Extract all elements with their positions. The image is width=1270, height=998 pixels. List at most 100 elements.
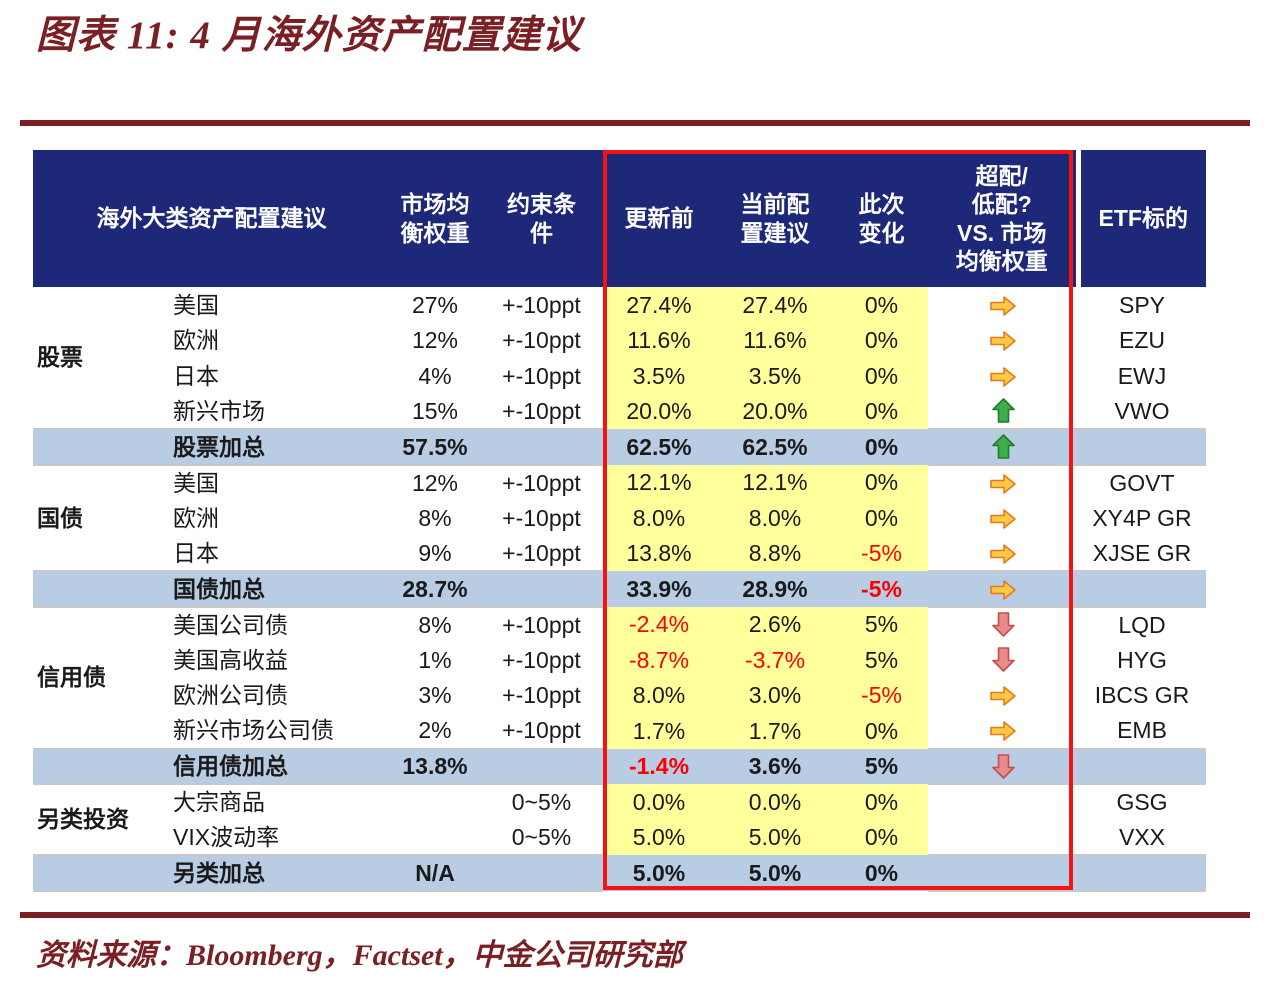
market-weight-cell: 9% [418, 539, 452, 566]
arrow-cell [928, 713, 1078, 749]
change-cell: -5% [835, 571, 928, 607]
source-line: 资料来源：Bloomberg，Factset，中金公司研究部 [36, 939, 683, 972]
constraint-cell: +-10ppt [502, 397, 581, 424]
constraint-cell: +-10ppt [502, 539, 581, 566]
table-body: 股票 美国 27% +-10ppt 27.4% 27.4% 0% SPY 欧洲 12% +-10pp… [33, 287, 1206, 892]
change-header: 此次 变化 [835, 150, 928, 287]
change-cell: -5% [835, 535, 928, 571]
current-cell: 3.0% [715, 677, 835, 713]
current-cell: 2.6% [715, 606, 835, 642]
constraint-cell: +-10ppt [502, 362, 581, 389]
etf-cell: EWJ [1117, 362, 1167, 389]
table-row: 另类投资 大宗商品 0~5% 0.0% 0.0% 0% GSG [33, 784, 1206, 831]
table-row: 国债 美国 12% +-10ppt 12.1% 12.1% 0% GOVT [33, 464, 1206, 530]
current-cell: 12.1% [715, 464, 835, 500]
etf-cell [1078, 570, 1206, 608]
bottom-divider [20, 912, 1250, 918]
pre-update-cell: 5.0% [603, 819, 715, 855]
change-cell: 0% [835, 855, 928, 891]
market-weight-cell [390, 784, 480, 820]
asset-cell: 国债加总 [165, 570, 390, 608]
up-arrow-icon [991, 397, 1016, 424]
down-arrow-icon [991, 753, 1016, 780]
change-cell: 5% [835, 642, 928, 678]
pre-update-cell: 13.8% [603, 535, 715, 571]
etf-cell [1078, 854, 1206, 892]
change-cell: 0% [835, 464, 928, 500]
right-arrow-icon [989, 365, 1017, 389]
subtotal-row: 另类加总 N/A 5.0% 5.0% 0% [33, 854, 1206, 892]
over-under-header: 超配/ 低配? VS. 市场 均衡权重 [928, 150, 1078, 287]
current-cell: 20.0% [715, 393, 835, 429]
market-weight-cell: 3% [418, 682, 452, 709]
etf-cell: LQD [1118, 611, 1166, 638]
category-cell: 国债 [37, 504, 83, 531]
pre-update-cell: 62.5% [603, 429, 715, 465]
arrow-cell [928, 428, 1078, 466]
asset-cell: 大宗商品 [173, 789, 265, 816]
pre-update-header: 更新前 [603, 150, 715, 287]
arrow-cell [928, 323, 1078, 359]
asset-cell: 美国 [173, 291, 219, 318]
constraint-cell: +-10ppt [502, 717, 581, 744]
etf-cell: GOVT [1109, 469, 1175, 496]
subtotal-row: 股票加总 57.5% 62.5% 62.5% 0% [33, 428, 1206, 466]
current-cell: 28.9% [715, 571, 835, 607]
market-weight-cell: 15% [411, 397, 459, 424]
arrow-cell [928, 747, 1078, 785]
market-weight-cell: 12% [411, 327, 459, 354]
change-cell: 0% [835, 713, 928, 749]
constraint-cell: 0~5% [511, 823, 572, 850]
allocation-table: 海外大类资产配置建议 市场均 衡权重 约束条 件 更新前 当前配 置建议 此次 … [33, 150, 1206, 892]
pre-update-cell: 3.5% [603, 358, 715, 394]
pre-update-cell: 8.0% [603, 677, 715, 713]
category-cell: 另类投资 [37, 806, 129, 833]
pre-update-cell: 20.0% [603, 393, 715, 429]
constraint-cell [480, 854, 603, 892]
up-arrow-icon [991, 433, 1016, 460]
pre-update-cell: -2.4% [603, 606, 715, 642]
down-arrow-icon [991, 646, 1016, 673]
asset-cell: 欧洲公司债 [173, 682, 288, 709]
arrow-cell [928, 642, 1078, 678]
table-row: 欧洲公司债 3% +-10ppt 8.0% 3.0% -5% IBCS GR [33, 677, 1206, 713]
market-weight-cell: 1% [418, 646, 452, 673]
table-row: 新兴市场公司债 2% +-10ppt 1.7% 1.7% 0% EMB [33, 713, 1206, 749]
change-cell: 0% [835, 819, 928, 855]
asset-cell: 日本 [173, 539, 219, 566]
constraint-cell: +-10ppt [502, 327, 581, 354]
current-cell: 27.4% [715, 287, 835, 323]
market-weight-cell: 12% [411, 469, 459, 496]
arrow-cell [928, 536, 1078, 572]
change-cell: -5% [835, 677, 928, 713]
right-arrow-icon [989, 719, 1017, 743]
etf-cell: SPY [1118, 291, 1166, 318]
pre-update-cell: 8.0% [603, 500, 715, 536]
current-cell: 5.0% [715, 819, 835, 855]
constraint-cell: 0~5% [511, 789, 572, 816]
subtotal-row: 国债加总 28.7% 33.9% 28.9% -5% [33, 570, 1206, 608]
category-cell [33, 854, 165, 892]
change-cell: 0% [835, 358, 928, 394]
change-cell: 5% [835, 748, 928, 784]
constraint-cell [480, 747, 603, 785]
etf-cell: VWO [1114, 397, 1170, 424]
table-row: 股票 美国 27% +-10ppt 27.4% 27.4% 0% SPY [33, 287, 1206, 369]
current-cell: 0.0% [715, 784, 835, 820]
asset-cell: 欧洲 [173, 327, 219, 354]
arrow-cell [928, 784, 1078, 820]
etf-cell: XY4P GR [1092, 504, 1192, 531]
arrow-cell [928, 465, 1078, 501]
market-weight-cell: 13.8% [390, 747, 480, 785]
pre-update-cell: 11.6% [603, 322, 715, 358]
market-weight-cell: N/A [390, 854, 480, 892]
category-cell: 股票 [37, 344, 83, 371]
right-arrow-icon [989, 684, 1017, 708]
current-cell: -3.7% [715, 642, 835, 678]
change-cell: 0% [835, 322, 928, 358]
constraint-cell [480, 570, 603, 608]
etf-cell: EMB [1117, 717, 1167, 744]
pre-update-cell: 27.4% [603, 287, 715, 323]
table-row: 日本 4% +-10ppt 3.5% 3.5% 0% EWJ [33, 358, 1206, 394]
current-cell: 1.7% [715, 713, 835, 749]
